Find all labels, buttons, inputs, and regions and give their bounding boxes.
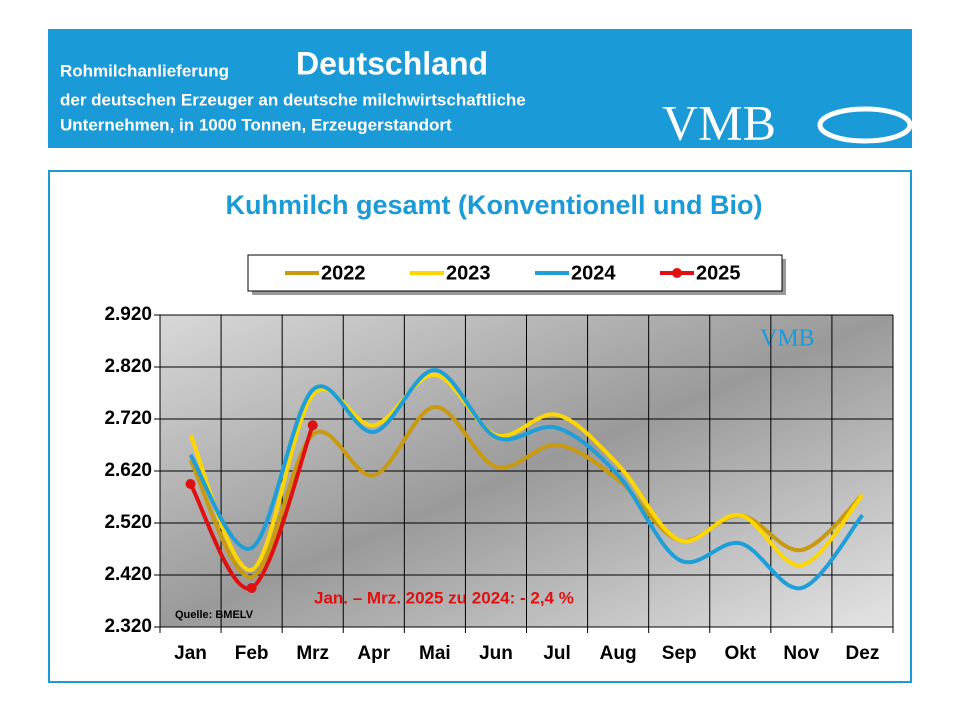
x-tick-label: Mrz [296,643,329,664]
x-tick-label: Apr [357,643,390,664]
logo-swirl [817,106,913,144]
watermark-logo: VMB [760,326,815,352]
source: Quelle: BMELV [175,609,254,621]
legend-label: 2025 [696,262,741,284]
header-line3: Unternehmen, in 1000 Tonnen, Erzeugersta… [60,115,452,134]
header-line1: Rohmilchanlieferung [60,61,229,80]
point [185,479,196,489]
logo: VMB [662,94,776,150]
header-country: Deutschland [296,45,488,81]
x-tick-label: Sep [662,643,697,664]
legend-label: 2023 [446,262,491,284]
y-tick-label: 2.320 [104,616,152,637]
header-band [48,29,912,148]
x-tick-label: Feb [235,643,269,664]
y-tick-label: 2.520 [104,512,152,533]
point [307,420,318,431]
point [246,583,257,593]
legend-marker [672,268,682,278]
x-tick-label: Jul [543,643,570,664]
y-tick-label: 2.420 [104,564,152,585]
series-line [188,372,865,572]
x-tick-label: Jun [479,643,513,664]
y-tick-label: 2.620 [104,460,152,481]
y-tick-label: 2.720 [104,408,152,429]
y-tick-label: 2.920 [104,304,152,325]
header-line2: der deutschen Erzeuger an deutsche milch… [60,90,526,109]
x-tick-label: Aug [600,643,637,664]
x-tick-label: Mai [419,643,451,664]
x-tick-label: Okt [724,643,756,664]
legend-label: 2024 [571,262,616,284]
chart-title: Kuhmilch gesamt (Konventionell und Bio) [225,190,762,220]
x-tick-label: Nov [783,643,819,664]
x-tick-label: Dez [846,643,880,664]
x-tick-label: Jan [174,643,207,664]
annotation: Jan. – Mrz. 2025 zu 2024: - 2,4 % [314,588,574,607]
y-tick-label: 2.820 [104,356,152,377]
legend-label: 2022 [321,262,366,284]
series-line [188,368,865,591]
